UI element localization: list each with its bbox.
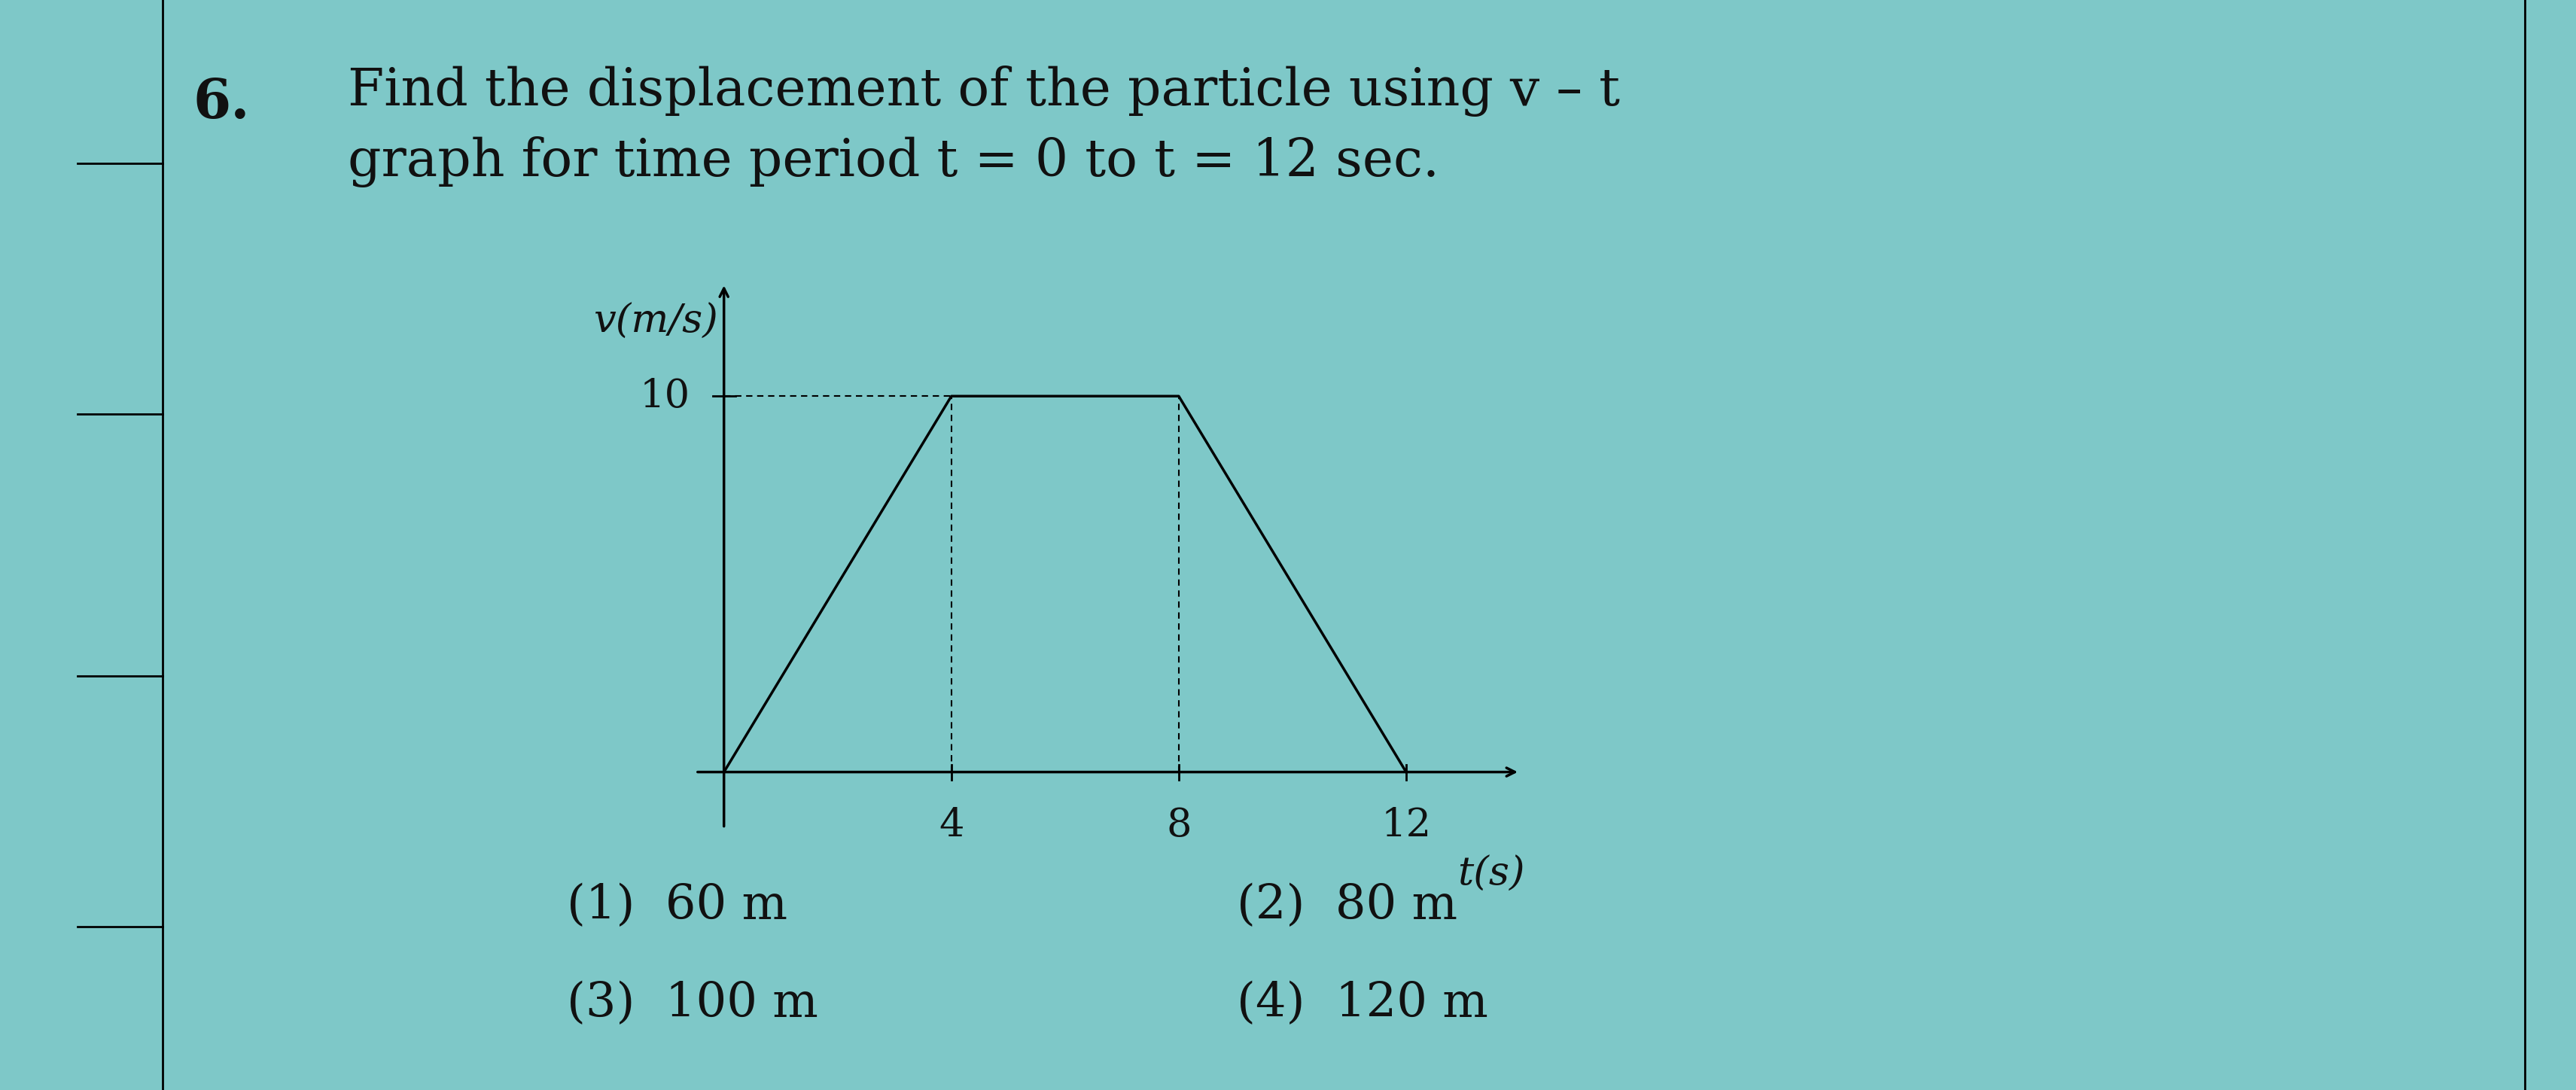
Text: 10: 10 bbox=[639, 377, 690, 415]
Text: 4: 4 bbox=[938, 806, 963, 845]
Text: 6.: 6. bbox=[193, 76, 250, 130]
Text: (1)  60 m: (1) 60 m bbox=[567, 883, 788, 929]
Text: v(m/s): v(m/s) bbox=[592, 302, 719, 340]
Text: 8: 8 bbox=[1167, 806, 1190, 845]
Text: Find the displacement of the particle using v – t
graph for time period t = 0 to: Find the displacement of the particle us… bbox=[348, 65, 1620, 187]
Text: (3)  100 m: (3) 100 m bbox=[567, 981, 819, 1027]
Text: (4)  120 m: (4) 120 m bbox=[1236, 981, 1489, 1027]
Text: t(s): t(s) bbox=[1458, 855, 1525, 893]
Text: (2)  80 m: (2) 80 m bbox=[1236, 883, 1458, 929]
Text: 12: 12 bbox=[1381, 806, 1432, 845]
